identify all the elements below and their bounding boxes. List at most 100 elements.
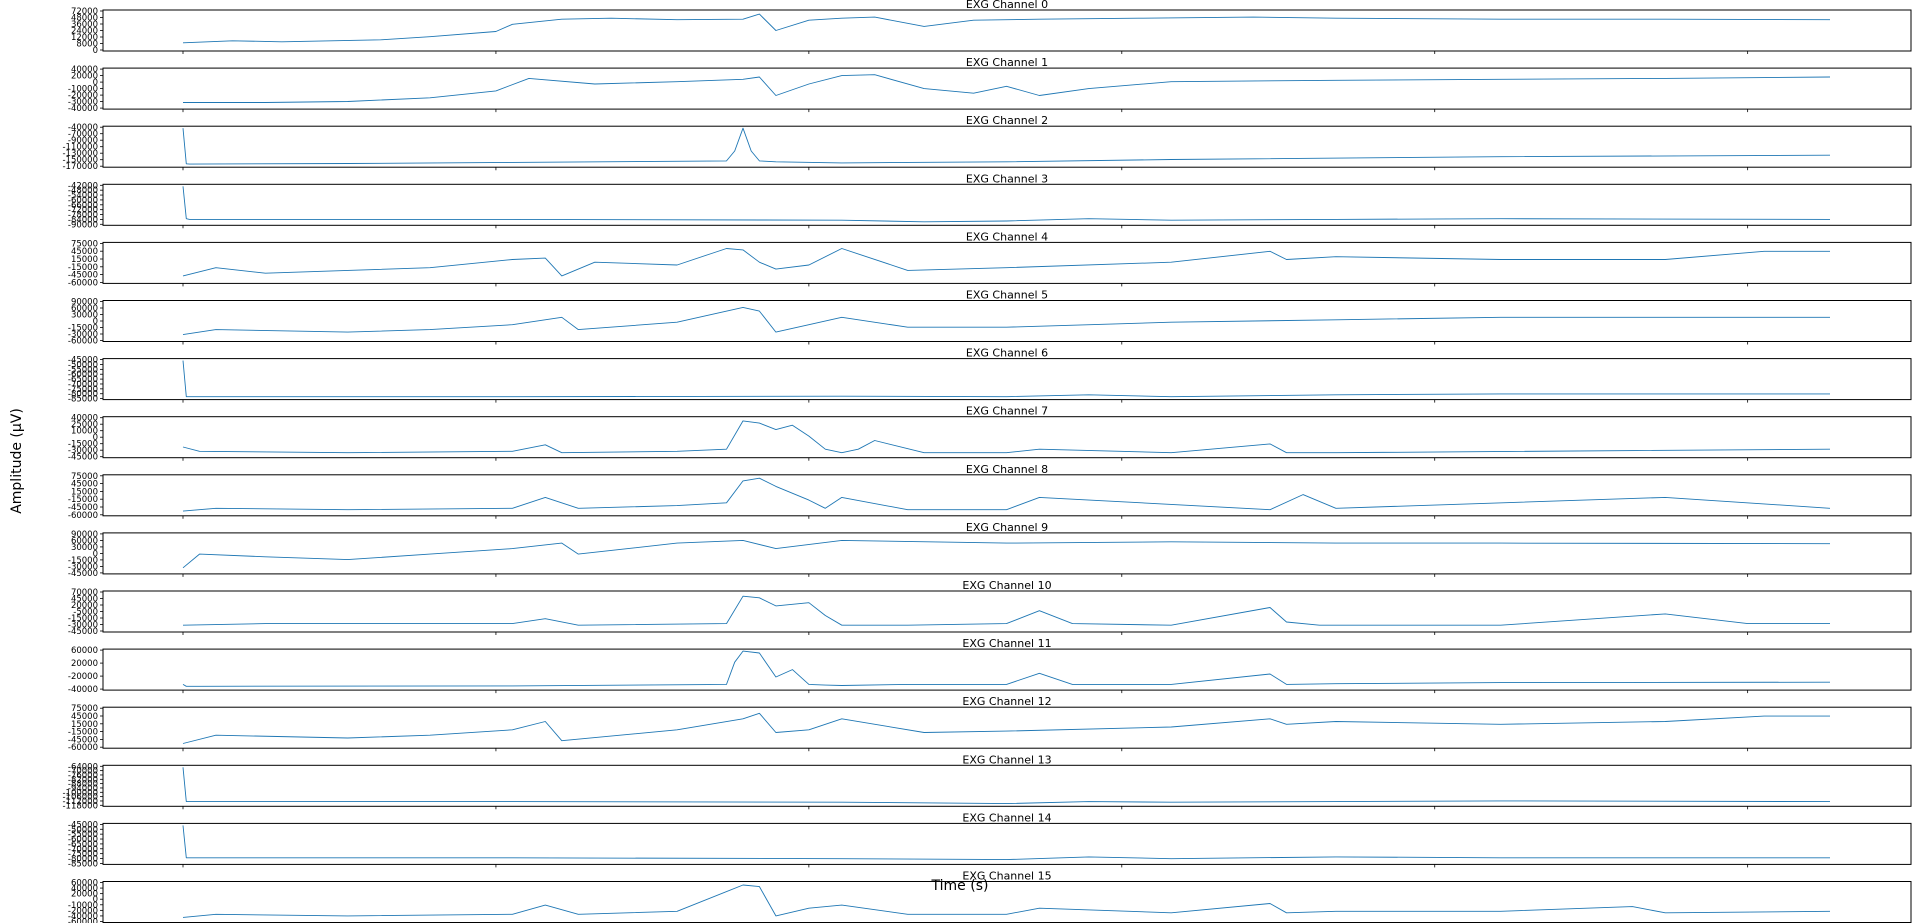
subplot-title: EXG Channel 4 <box>966 230 1048 243</box>
y-tick-label: 20000 <box>71 601 98 611</box>
y-tick-label: -84000 <box>68 215 98 225</box>
y-tick-label: -72000 <box>68 206 98 216</box>
y-tick-label: -70000 <box>68 380 98 390</box>
y-tick-label: -45000 <box>68 735 98 745</box>
y-tick-label: -75000 <box>68 850 98 860</box>
subplot-title: EXG Channel 9 <box>966 521 1048 534</box>
y-tick-label: 36000 <box>71 20 98 30</box>
subplot: EXG Channel 15 6000040000200000-10000-200… <box>68 870 1912 923</box>
y-tick-label: -90000 <box>68 220 98 230</box>
y-tick-label: -70000 <box>68 130 98 140</box>
series-line <box>182 595 1830 626</box>
plot-frame <box>102 706 1912 749</box>
subplot: EXG Channel 10 700004500020000-5000-15000… <box>68 579 1912 637</box>
plot-frame <box>102 416 1912 459</box>
y-tick-label: 60000 <box>71 879 98 889</box>
subplot: EXG Channel 8 750004500015000-15000-45000… <box>68 463 1912 521</box>
y-tick-label: 20000 <box>71 72 98 82</box>
y-tick-label: -45000 <box>68 453 98 463</box>
y-tick-label: -110000 <box>62 143 98 153</box>
y-tick-label: -60000 <box>68 835 98 845</box>
subplot-title: EXG Channel 1 <box>966 56 1048 69</box>
y-tick-label: -66000 <box>68 201 98 211</box>
plot-frame <box>102 300 1912 342</box>
y-tick-label: 72000 <box>71 7 98 17</box>
y-tick-label: 0 <box>93 895 98 905</box>
subplot-title: EXG Channel 14 <box>962 811 1051 824</box>
y-tick-label: -55000 <box>68 365 98 375</box>
y-tick-label: -15000 <box>68 495 98 505</box>
subplot: EXG Channel 13 -64000-70000-76000-82000-8… <box>62 753 1912 811</box>
subplot: EXG Channel 7 4000025000100000-15000-3000… <box>68 405 1912 463</box>
y-tick-label: 40000 <box>71 884 98 894</box>
y-tick-label: 15000 <box>71 720 98 730</box>
series-line <box>182 767 1831 805</box>
y-tick-label: -60000 <box>68 337 98 347</box>
y-tick-label: -80000 <box>68 390 98 400</box>
plot-frame <box>102 590 1912 633</box>
y-tick-label: 70000 <box>71 588 98 598</box>
y-tick-label: 15000 <box>71 255 98 265</box>
y-tick-label: -15000 <box>68 556 98 566</box>
subplot-title: EXG Channel 3 <box>966 172 1048 185</box>
subplot: EXG Channel 2-40000-70000-90000-110000-1… <box>62 114 1912 172</box>
y-tick-label: -64000 <box>68 762 98 772</box>
y-tick-label: -112000 <box>62 797 98 807</box>
y-tick-label: -50000 <box>68 360 98 370</box>
subplot: EXG Channel 1 40000200000-10000-20000-300… <box>68 56 1912 114</box>
y-tick-label: 75000 <box>71 239 98 249</box>
subplot-title: EXG Channel 7 <box>966 405 1048 418</box>
y-tick-label: 20000 <box>71 890 98 900</box>
y-tick-label: -88000 <box>68 780 98 790</box>
y-tick-label: 24000 <box>71 27 98 37</box>
y-tick-label: -80000 <box>68 855 98 865</box>
y-tick-label: -118000 <box>62 801 98 811</box>
subplot: EXG Channel 3 -42000-48000-54000-60000-66… <box>68 172 1912 230</box>
y-tick-label: -94000 <box>68 784 98 794</box>
y-tick-label: 90000 <box>71 298 98 308</box>
y-tick-label: 0 <box>93 549 98 559</box>
subplot-title: EXG Channel 11 <box>962 637 1051 650</box>
y-tick-label: -85000 <box>68 395 98 405</box>
series-line <box>183 74 1831 103</box>
subplot-title: EXG Channel 12 <box>962 695 1051 708</box>
y-tick-label: -5000 <box>73 608 98 618</box>
y-tick-label: 60000 <box>71 304 98 314</box>
y-tick-label: -54000 <box>68 191 98 201</box>
y-tick-label: 75000 <box>71 704 98 714</box>
y-tick-label: -60000 <box>68 370 98 380</box>
plot-frame <box>102 532 1912 575</box>
y-tick-label: 45000 <box>71 480 98 490</box>
y-tick-label: -15000 <box>68 614 98 624</box>
y-tick-label: -55000 <box>68 830 98 840</box>
series-line <box>182 248 1830 277</box>
y-tick-label: 45000 <box>71 712 98 722</box>
y-tick-label: 15000 <box>71 487 98 497</box>
y-tick-label: 40000 <box>71 65 98 75</box>
series-line <box>182 539 1831 569</box>
y-tick-label: 30000 <box>71 311 98 321</box>
subplot-title: EXG Channel 5 <box>966 289 1048 302</box>
y-tick-label: 0 <box>93 78 98 88</box>
series-line <box>182 477 1831 512</box>
y-tick-label: -10000 <box>68 85 98 95</box>
plot-frame <box>102 881 1912 923</box>
series-line <box>182 186 1831 223</box>
y-tick-label: 0 <box>93 46 98 56</box>
subplot: EXG Channel 0 720004800036000240001200080… <box>71 0 1912 56</box>
subplot: EXG Channel 14 -45000-50000-55000-60000-6… <box>68 811 1912 869</box>
y-tick-label: -60000 <box>68 511 98 521</box>
plot-frame <box>102 648 1912 691</box>
subplot-title: EXG Channel 0 <box>966 0 1048 11</box>
y-tick-label: -100000 <box>62 788 98 798</box>
y-tick-label: -10000 <box>68 901 98 911</box>
y-tick-label: -45000 <box>68 271 98 281</box>
y-tick-label: -40000 <box>68 685 98 695</box>
y-tick-label: -60000 <box>68 278 98 288</box>
y-tick-label: -45000 <box>68 503 98 513</box>
y-tick-label: -60000 <box>68 918 98 923</box>
y-tick-label: -40000 <box>68 104 98 114</box>
subplot-title: EXG Channel 13 <box>962 753 1051 766</box>
subplot-title: EXG Channel 6 <box>966 347 1048 360</box>
